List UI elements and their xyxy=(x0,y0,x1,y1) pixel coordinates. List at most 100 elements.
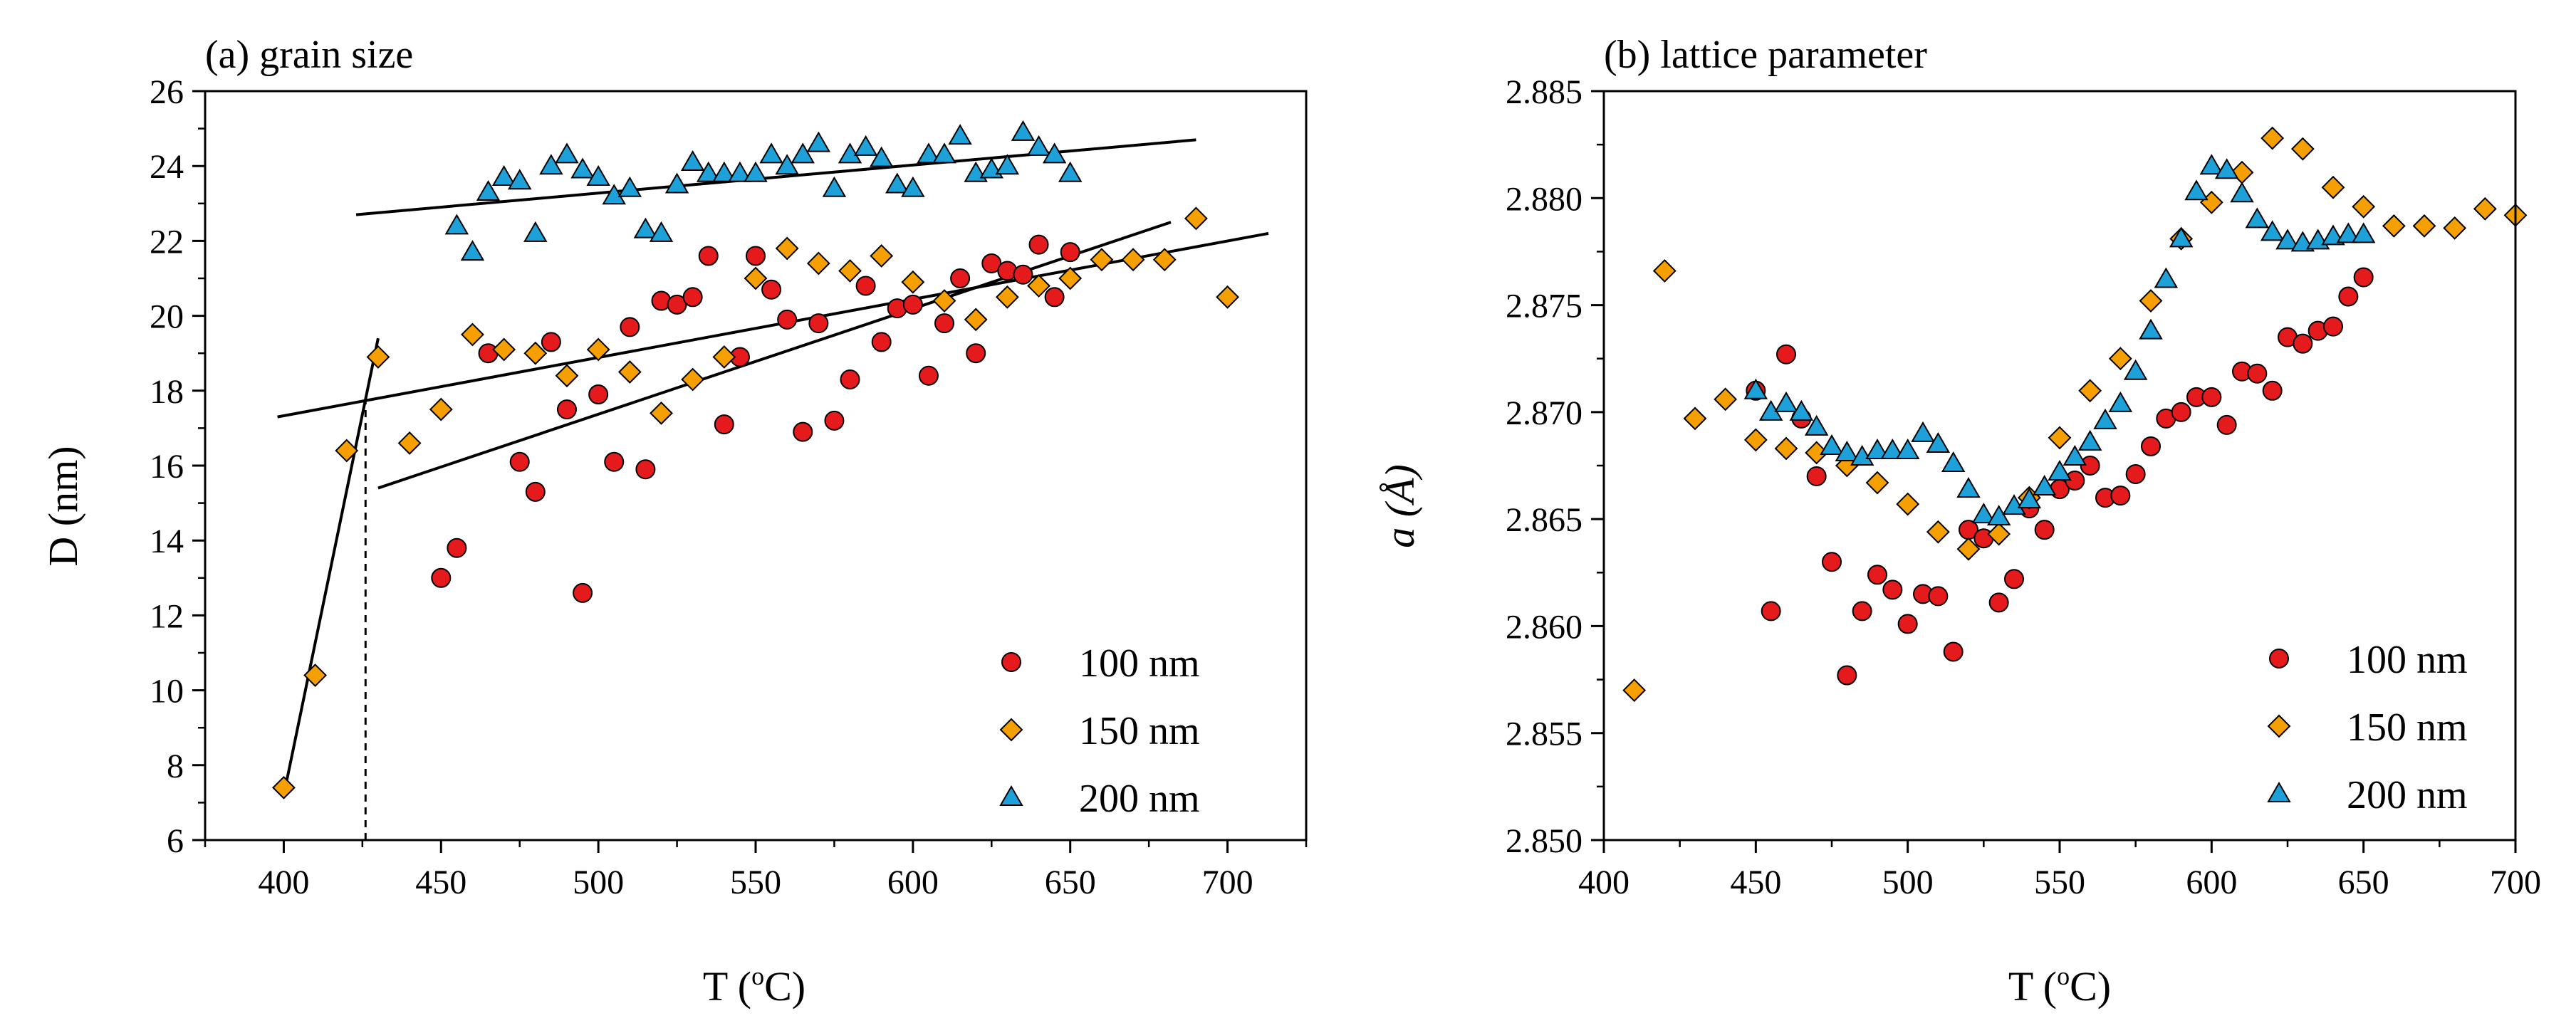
circle-data-point xyxy=(1060,242,1080,263)
diamond-data-point xyxy=(586,337,610,362)
triangle-data-point xyxy=(2017,488,2042,509)
diamond-data-point xyxy=(964,308,988,332)
circle-data-point xyxy=(509,451,530,472)
triangle-data-point xyxy=(2214,158,2239,179)
circle-data-point xyxy=(950,268,971,288)
diamond-data-point xyxy=(1058,266,1083,290)
panel-a-grain-size: (a) grain size 400 450 500 550 600 650 700 6 8 10… xyxy=(40,33,1308,1010)
diamond-data-point xyxy=(2443,216,2467,240)
x-tick-label: 400 xyxy=(1578,864,1629,901)
y-tick-label: 2.885 xyxy=(1506,73,1582,111)
panel-b-y-axis-title: a (Å) xyxy=(1377,464,1423,548)
diamond-data-point xyxy=(932,289,956,313)
legend-label: 200 nm xyxy=(2347,773,2468,817)
y-tick-label: 6 xyxy=(167,822,184,860)
triangle-data-point xyxy=(806,131,831,152)
legend-label: 200 nm xyxy=(1079,777,1200,821)
panel-a-y-axis-title: D (nm) xyxy=(40,446,86,566)
circle-data-point xyxy=(573,582,593,603)
y-tick-label: 18 xyxy=(150,373,184,411)
circle-data-point xyxy=(2338,286,2359,307)
legend-diamond-marker xyxy=(999,718,1023,742)
diamond-data-point xyxy=(555,364,579,388)
circle-data-point xyxy=(2110,486,2131,506)
diamond-data-point xyxy=(1652,259,1677,283)
triangle-data-point xyxy=(822,176,847,197)
y-tick-label: 26 xyxy=(150,73,184,111)
triangle-data-point xyxy=(1971,503,1996,524)
triangle-data-point xyxy=(2230,182,2254,203)
circle-data-point xyxy=(1013,264,1033,285)
circle-data-point xyxy=(1806,466,1827,487)
y-tick-label: 2.850 xyxy=(1506,822,1582,860)
panel-a-points xyxy=(272,120,1239,799)
triangle-data-point xyxy=(1895,438,1920,459)
triangle-data-point xyxy=(1865,438,1889,459)
triangle-data-point xyxy=(2199,154,2224,175)
circle-data-point xyxy=(635,459,656,480)
panel-b-title: (b) lattice parameter xyxy=(1604,33,1927,77)
circle-data-point xyxy=(2353,267,2374,288)
circle-data-point xyxy=(1028,234,1049,255)
diamond-data-point xyxy=(1622,678,1647,703)
x-tick-label: 650 xyxy=(2338,864,2389,901)
circle-data-point xyxy=(840,369,860,390)
diamond-data-point xyxy=(1956,537,1981,561)
circle-data-point xyxy=(588,384,609,405)
diamond-data-point xyxy=(617,360,642,384)
triangle-data-point xyxy=(1835,440,1860,461)
diamond-data-point xyxy=(1865,471,1889,495)
fit-line xyxy=(282,337,380,796)
triangle-data-point xyxy=(1986,505,2011,526)
y-tick-label: 16 xyxy=(150,448,184,486)
circle-data-point xyxy=(1988,592,2009,613)
fit-line xyxy=(277,231,1269,419)
x-tick-label: 550 xyxy=(2034,864,2085,901)
y-tick-label: 2.855 xyxy=(1506,715,1582,753)
panel-a-ticks: 400 450 500 550 600 650 700 6 8 10 12 14 16 18 20 22 24 2… xyxy=(150,73,1308,901)
triangle-data-point xyxy=(885,172,909,194)
triangle-data-point xyxy=(1956,477,1981,498)
triangle-data-point xyxy=(2048,460,2072,481)
diamond-data-point xyxy=(1027,274,1050,298)
circle-data-point xyxy=(1837,665,1857,686)
x-tick-label: 400 xyxy=(258,864,309,901)
triangle-data-point xyxy=(1026,135,1051,156)
diamond-data-point xyxy=(2382,214,2406,238)
triangle-data-point xyxy=(1058,161,1083,182)
diamond-data-point xyxy=(712,345,736,369)
circle-data-point xyxy=(698,246,719,266)
diamond-data-point xyxy=(397,431,422,455)
triangle-data-point xyxy=(2139,318,2163,340)
x-tick-label: 700 xyxy=(2490,864,2541,901)
diamond-data-point xyxy=(492,337,516,362)
circle-data-point xyxy=(682,287,703,308)
diamond-data-point xyxy=(2412,214,2436,238)
triangle-data-point xyxy=(932,142,956,164)
diamond-data-point xyxy=(366,345,390,369)
triangle-data-point xyxy=(1820,434,1844,455)
legend-label: 100 nm xyxy=(1079,641,1200,686)
x-tick-label: 650 xyxy=(1045,864,1096,901)
triangle-data-point xyxy=(444,214,469,235)
circle-data-point xyxy=(871,332,892,352)
circle-data-point xyxy=(1943,641,1964,662)
panel-b-x-axis-title: T (oC) xyxy=(2008,962,2111,1010)
circle-data-point xyxy=(934,313,955,334)
circle-data-point xyxy=(2323,316,2343,337)
circle-data-point xyxy=(761,279,782,300)
diamond-data-point xyxy=(1152,248,1177,272)
diamond-data-point xyxy=(2473,196,2497,221)
x-tick-label: 600 xyxy=(887,864,939,901)
x-tick-label: 500 xyxy=(573,864,624,901)
triangle-data-point xyxy=(995,154,1020,175)
triangle-data-point xyxy=(2108,391,2133,412)
diamond-data-point xyxy=(429,397,453,421)
diamond-data-point xyxy=(995,285,1019,309)
y-tick-label: 8 xyxy=(167,748,184,785)
circle-data-point xyxy=(808,313,829,334)
triangle-data-point xyxy=(1042,142,1067,164)
y-tick-label: 20 xyxy=(150,298,184,336)
legend-label: 150 nm xyxy=(1079,709,1200,753)
triangle-data-point xyxy=(491,164,516,186)
